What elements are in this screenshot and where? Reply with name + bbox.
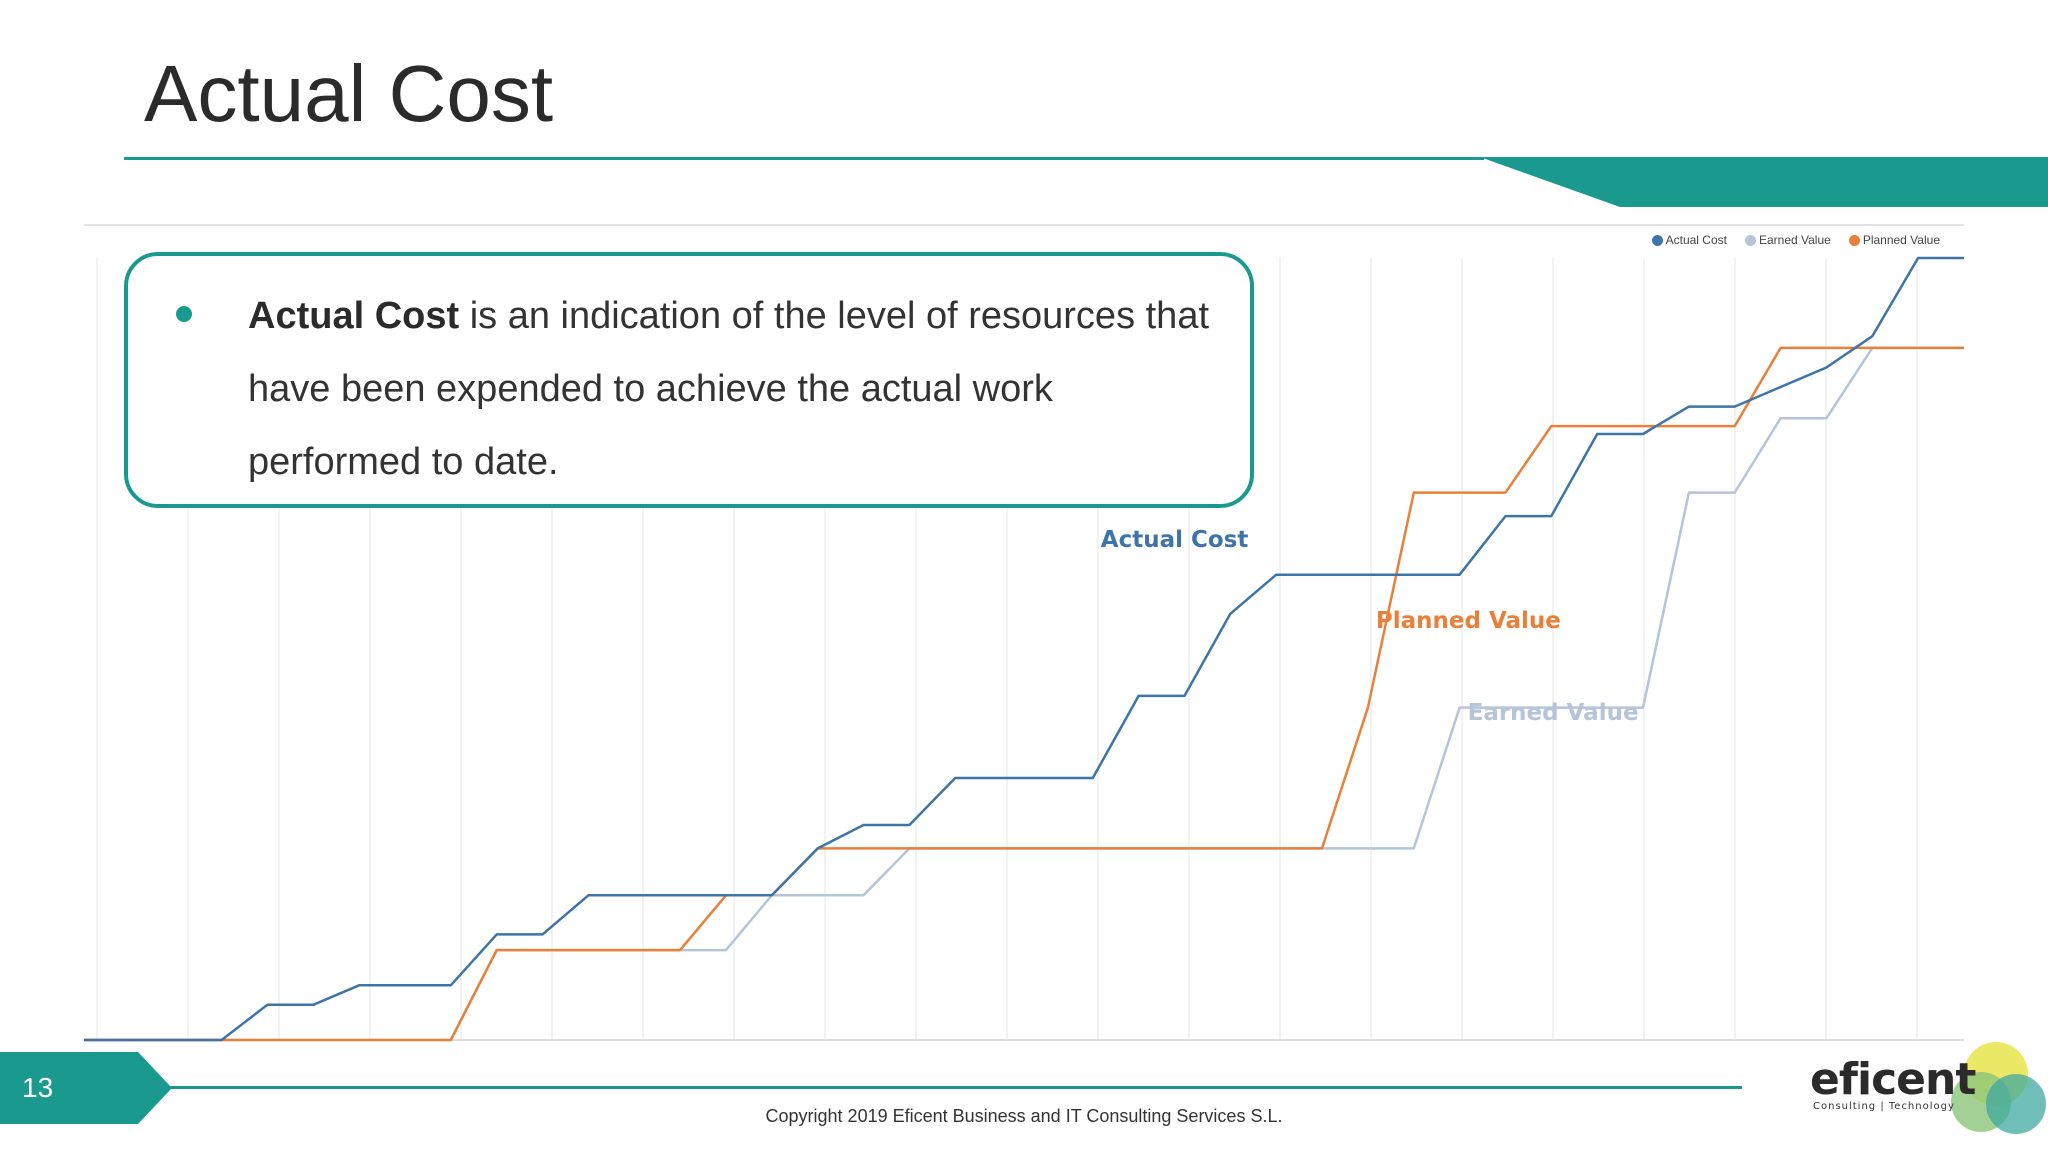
logo-tagline: Consulting | Technology <box>1813 1101 1955 1112</box>
chart-series <box>84 256 1964 1042</box>
chart-series-labels: Actual Cost Planned Value Earned Value <box>1101 527 1639 726</box>
series-line-actual-cost <box>84 256 1964 1042</box>
legend-label-actual-cost: Actual Cost <box>1665 233 1727 247</box>
legend-dot-earned-value <box>1744 234 1756 246</box>
title-underline <box>124 157 1484 160</box>
legend-dot-actual-cost <box>1651 234 1663 246</box>
series-label-actual-cost: Actual Cost <box>1101 527 1249 553</box>
legend-item-actual-cost[interactable]: Actual Cost <box>1651 233 1727 247</box>
series-line-planned-value <box>84 346 1964 1042</box>
logo-wordmark: eficent <box>1810 1054 1976 1105</box>
legend-item-planned-value[interactable]: Planned Value <box>1848 233 1940 247</box>
legend-label-earned-value: Earned Value <box>1758 233 1831 247</box>
earned-value-chart: Actual Cost Planned Value Earned Value <box>84 256 1964 1042</box>
page-number: 13 <box>22 1072 54 1103</box>
series-label-planned-value: Planned Value <box>1376 608 1561 634</box>
series-label-earned-value: Earned Value <box>1468 700 1639 726</box>
callout-description: is an indication of the level of resourc… <box>248 295 1210 483</box>
page-number-tab <box>0 1052 172 1124</box>
legend-dot-planned-value <box>1848 234 1860 246</box>
chart-legend: Actual Cost Earned Value Planned Value <box>1651 233 1940 247</box>
copyright-text: Copyright 2019 Eficent Business and IT C… <box>765 1106 1283 1126</box>
legend-item-earned-value[interactable]: Earned Value <box>1744 233 1831 247</box>
callout-text: Actual Cost is an indication of the leve… <box>248 280 1228 499</box>
eficent-logo-icon <box>1951 1042 2046 1134</box>
callout-bold-term: Actual Cost <box>248 295 460 337</box>
chart-top-border <box>84 224 1964 226</box>
footer-rule <box>168 1086 1742 1089</box>
corner-accent-wedge <box>1480 157 2048 207</box>
definition-callout: Actual Cost is an indication of the leve… <box>124 252 1254 508</box>
slide-title: Actual Cost <box>144 49 554 138</box>
bullet-icon <box>176 306 192 322</box>
legend-label-planned-value: Planned Value <box>1862 233 1940 247</box>
